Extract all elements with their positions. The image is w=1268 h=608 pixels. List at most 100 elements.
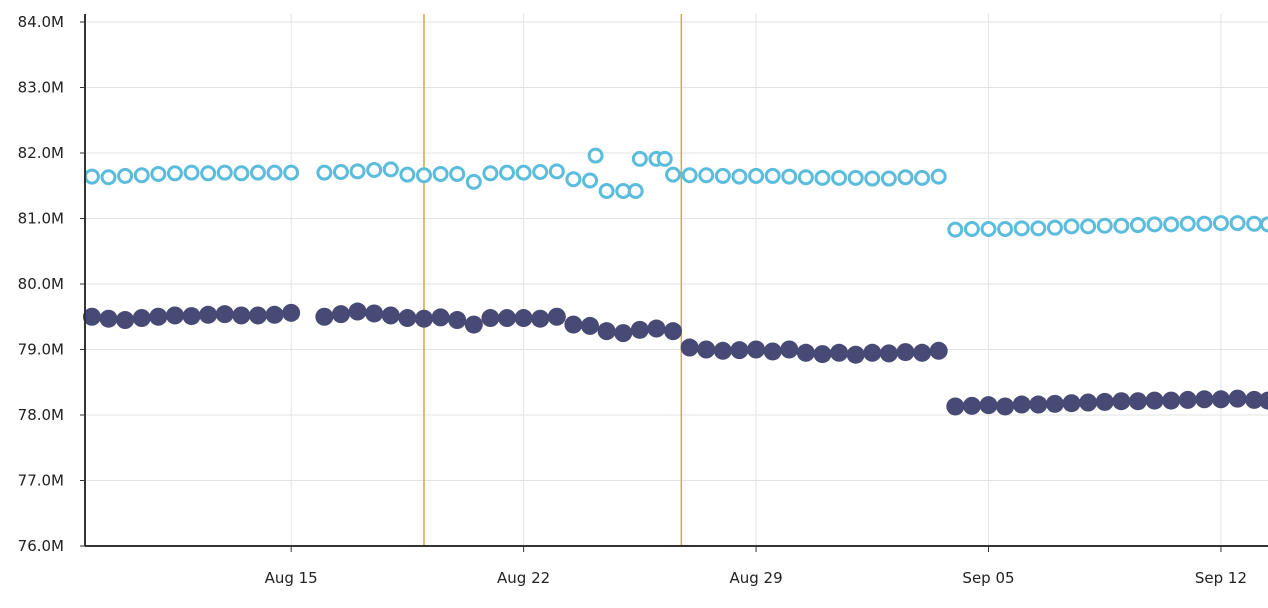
data-point xyxy=(1162,391,1181,410)
y-tick-label: 80.0M xyxy=(18,275,64,293)
data-point xyxy=(698,167,715,184)
data-point xyxy=(232,306,251,325)
data-point xyxy=(946,397,965,416)
data-point xyxy=(1013,220,1030,237)
x-tick-label: Aug 15 xyxy=(265,569,318,587)
data-point xyxy=(481,309,500,328)
data-point xyxy=(332,163,349,180)
data-point xyxy=(1229,215,1246,232)
data-point xyxy=(1063,218,1080,235)
data-point xyxy=(1045,394,1064,413)
data-point xyxy=(947,221,964,238)
data-point xyxy=(614,324,633,343)
data-point xyxy=(366,162,383,179)
data-point xyxy=(248,306,267,325)
data-point xyxy=(564,315,583,334)
data-point xyxy=(1228,389,1247,408)
data-point xyxy=(731,168,748,185)
data-point xyxy=(316,164,333,181)
series-layer xyxy=(82,147,1268,416)
data-point xyxy=(1146,216,1163,233)
data-point xyxy=(282,303,301,322)
data-point xyxy=(1062,394,1081,413)
data-point xyxy=(432,165,449,182)
data-point xyxy=(464,315,483,334)
data-point xyxy=(465,173,482,190)
data-point xyxy=(365,304,384,323)
data-point xyxy=(349,163,366,180)
data-point xyxy=(1212,215,1229,232)
data-point xyxy=(382,161,399,178)
data-point xyxy=(847,169,864,186)
y-tick-label: 83.0M xyxy=(18,79,64,97)
data-point xyxy=(914,169,931,186)
data-point xyxy=(1012,395,1031,414)
data-point xyxy=(863,343,882,362)
data-point xyxy=(215,305,234,324)
data-point xyxy=(165,306,184,325)
data-point xyxy=(348,302,367,321)
data-point xyxy=(216,164,233,181)
grid xyxy=(85,14,1268,547)
y-tick-label: 79.0M xyxy=(18,341,64,359)
data-point xyxy=(587,147,604,164)
data-point xyxy=(265,305,284,324)
data-point xyxy=(879,344,898,363)
data-point xyxy=(166,165,183,182)
data-point xyxy=(199,305,218,324)
data-point xyxy=(963,220,980,237)
data-point xyxy=(547,307,566,326)
data-point xyxy=(1259,391,1268,410)
data-point xyxy=(200,165,217,182)
data-point xyxy=(980,220,997,237)
data-point xyxy=(780,340,799,359)
data-point xyxy=(996,397,1015,416)
data-point xyxy=(82,307,101,326)
data-point xyxy=(117,167,134,184)
data-point xyxy=(381,306,400,325)
data-point xyxy=(929,341,948,360)
data-point xyxy=(315,307,334,326)
data-point xyxy=(897,169,914,186)
data-point xyxy=(697,340,716,359)
data-point xyxy=(846,345,865,364)
data-point xyxy=(979,396,998,415)
data-point xyxy=(1096,217,1113,234)
data-point xyxy=(913,343,932,362)
data-point xyxy=(962,396,981,415)
data-point xyxy=(150,165,167,182)
data-point xyxy=(431,308,450,327)
y-tick-label: 82.0M xyxy=(18,144,64,162)
series-0 xyxy=(83,147,1268,238)
y-tick-label: 76.0M xyxy=(18,537,64,555)
y-tick-label: 78.0M xyxy=(18,406,64,424)
data-point xyxy=(449,165,466,182)
data-point xyxy=(1029,395,1048,414)
data-point xyxy=(399,166,416,183)
data-point xyxy=(532,163,549,180)
data-point xyxy=(249,164,266,181)
data-point xyxy=(116,311,135,330)
x-tick-label: Aug 22 xyxy=(497,569,550,587)
data-point xyxy=(1211,390,1230,409)
data-point xyxy=(598,182,615,199)
data-point xyxy=(1196,215,1213,232)
data-point xyxy=(1145,391,1164,410)
data-point xyxy=(1030,220,1047,237)
data-point xyxy=(1260,216,1268,233)
data-point xyxy=(627,182,644,199)
data-point xyxy=(656,150,673,167)
data-point xyxy=(763,342,782,361)
data-point xyxy=(747,340,766,359)
data-point xyxy=(814,169,831,186)
data-point xyxy=(283,164,300,181)
data-point xyxy=(1080,218,1097,235)
data-point xyxy=(997,220,1014,237)
y-tick-label: 84.0M xyxy=(18,13,64,31)
data-point xyxy=(565,171,582,188)
data-point xyxy=(266,164,283,181)
data-point xyxy=(1195,390,1214,409)
x-tick-label: Aug 29 xyxy=(729,569,782,587)
data-point xyxy=(631,150,648,167)
